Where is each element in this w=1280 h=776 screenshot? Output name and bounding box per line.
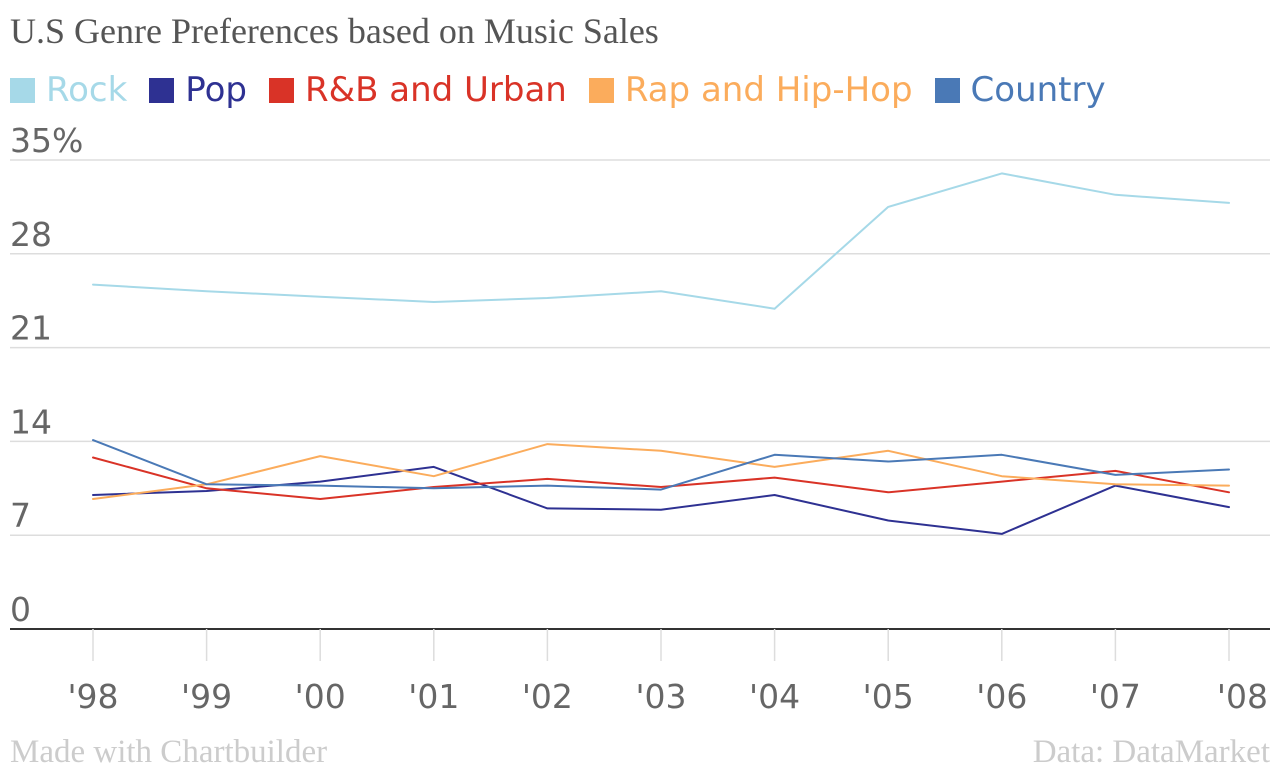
y-tick-label: 35% — [10, 121, 83, 160]
x-tick-label: '99 — [181, 677, 232, 716]
x-tick-label: '98 — [67, 677, 118, 716]
series-line-r-b-and-urban — [92, 456, 1230, 500]
legend-swatch — [268, 77, 294, 103]
legend-item: Rock — [10, 70, 127, 110]
chart-legend: Rock Pop R&B and Urban Rap and Hip-Hop Count… — [10, 66, 1128, 114]
x-axis: '98 '99 '00 '01 '02 '03 '04 '05 '06 '07 '08 — [67, 629, 1268, 716]
legend-item: R&B and Urban — [268, 70, 567, 110]
legend-label: Rock — [46, 70, 128, 110]
x-tick-label: '01 — [408, 677, 459, 716]
x-tick-label: '05 — [863, 677, 914, 716]
legend-label: R&B and Urban — [304, 70, 567, 110]
legend-swatch — [588, 77, 614, 103]
series-line-country — [92, 439, 1230, 491]
chart-title: U.S Genre Preferences based on Music Sal… — [10, 11, 659, 51]
legend-item: Country — [934, 70, 1106, 110]
y-tick-label: 14 — [10, 402, 52, 441]
y-tick-label: 28 — [10, 215, 52, 254]
series-line-rap-and-hip-hop — [92, 443, 1230, 500]
footer-credit: Made with Chartbuilder — [10, 734, 328, 770]
x-tick-label: '07 — [1090, 677, 1141, 716]
legend-label: Country — [970, 70, 1106, 110]
x-tick-label: '03 — [635, 677, 686, 716]
x-tick-label: '00 — [295, 677, 346, 716]
y-tick-label: 21 — [10, 309, 52, 348]
x-tick-label: '02 — [522, 677, 573, 716]
series-line-rock — [92, 172, 1230, 310]
y-tick-label: 0 — [10, 590, 31, 629]
x-tick-label: '06 — [976, 677, 1027, 716]
x-tick-label: '04 — [749, 677, 800, 716]
chart-series — [92, 172, 1230, 535]
footer-source: Data: DataMarket — [1032, 734, 1270, 770]
legend-label: Pop — [185, 70, 247, 110]
y-axis: 35% 28 21 14 7 0 — [10, 121, 83, 629]
legend-swatch — [934, 77, 960, 103]
legend-item: Pop — [149, 70, 247, 110]
x-tick-label: '08 — [1217, 677, 1268, 716]
y-tick-label: 7 — [10, 496, 31, 535]
legend-swatch — [10, 77, 35, 103]
legend-item: Rap and Hip-Hop — [588, 70, 913, 110]
legend-label: Rap and Hip-Hop — [624, 70, 913, 110]
legend-swatch — [149, 77, 175, 103]
chart-gridlines — [10, 159, 1270, 630]
